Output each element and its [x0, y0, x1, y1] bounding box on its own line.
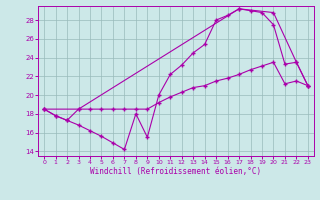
X-axis label: Windchill (Refroidissement éolien,°C): Windchill (Refroidissement éolien,°C) — [91, 167, 261, 176]
